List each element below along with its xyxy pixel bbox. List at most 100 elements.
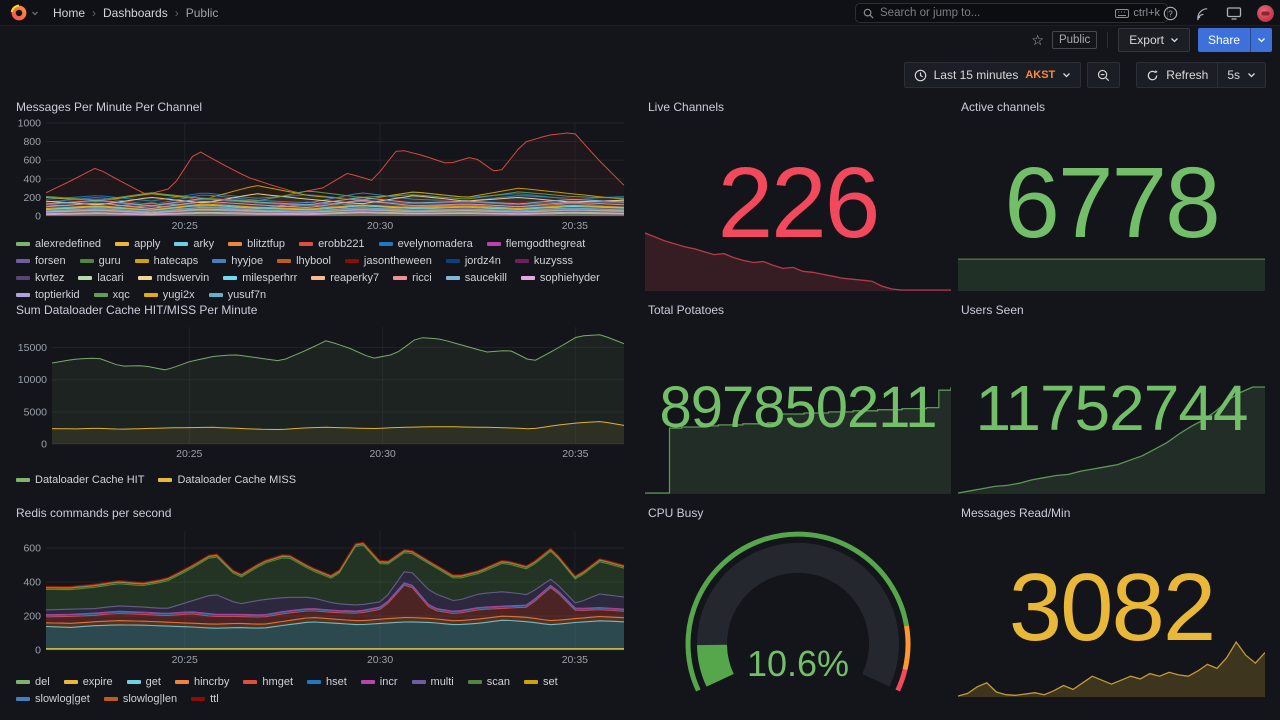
panel-title-active-channels[interactable]: Active channels: [961, 100, 1046, 114]
legend-item[interactable]: expire: [63, 676, 113, 688]
legend-item[interactable]: lacari: [78, 272, 124, 284]
panel-title-users-seen[interactable]: Users Seen: [961, 303, 1024, 317]
legend-item[interactable]: multi: [411, 676, 454, 688]
legend-item[interactable]: lhybool: [277, 255, 331, 267]
legend-item[interactable]: get: [126, 676, 161, 688]
legend-item[interactable]: reaperky7: [311, 272, 379, 284]
redis-chart[interactable]: 0 200 400 600 20:25 20:30 20:35: [16, 526, 628, 671]
panel-title-messages-read[interactable]: Messages Read/Min: [961, 506, 1071, 520]
legend-item[interactable]: yusuf7n: [208, 289, 266, 301]
total-potatoes-sparkline: [645, 386, 952, 499]
legend-swatch: [467, 680, 482, 684]
panel-title-redis[interactable]: Redis commands per second: [16, 506, 172, 520]
org-switcher-chevron-icon[interactable]: [31, 9, 39, 17]
visibility-badge: Public: [1051, 31, 1098, 49]
svg-text:?: ?: [1168, 9, 1173, 18]
legend-item[interactable]: Dataloader Cache MISS: [158, 474, 296, 486]
legend-item[interactable]: incr: [360, 676, 398, 688]
legend-item[interactable]: apply: [115, 238, 160, 250]
legend-item[interactable]: scan: [467, 676, 510, 688]
legend-item[interactable]: saucekill: [445, 272, 507, 284]
messages-chart[interactable]: 0 200 400 600 800 1000 20:25 20:30 20:35: [16, 118, 628, 237]
legend-swatch: [486, 242, 501, 246]
refresh-interval-button[interactable]: 5s: [1218, 62, 1266, 88]
legend-swatch: [378, 242, 393, 246]
legend-item[interactable]: hincrby: [174, 676, 229, 688]
legend-item[interactable]: ricci: [393, 272, 432, 284]
keyboard-icon: [1115, 8, 1130, 18]
refresh-icon: [1148, 69, 1158, 80]
monitor-icon[interactable]: [1225, 4, 1243, 22]
breadcrumb-dashboards[interactable]: Dashboards: [103, 5, 168, 20]
dashboard-toolbar: ☆ Public Export Share: [0, 27, 1280, 53]
legend-swatch: [360, 680, 375, 684]
legend-item[interactable]: hyyjoe: [212, 255, 263, 267]
legend-item[interactable]: arky: [174, 238, 214, 250]
dataloader-chart[interactable]: 0 5000 10000 15000 20:25 20:30 20:35: [16, 322, 628, 465]
help-icon[interactable]: ?: [1161, 4, 1179, 22]
legend-item[interactable]: guru: [79, 255, 121, 267]
legend-item[interactable]: set: [524, 676, 558, 688]
export-button[interactable]: Export: [1118, 28, 1190, 52]
svg-text:200: 200: [23, 192, 41, 204]
legend-item[interactable]: forsen: [16, 255, 66, 267]
legend-item[interactable]: flemgodthegreat: [486, 238, 585, 250]
zoom-out-time-button[interactable]: [1087, 62, 1121, 88]
legend-swatch: [344, 259, 359, 263]
news-icon[interactable]: [1193, 4, 1211, 22]
legend-item[interactable]: hset: [307, 676, 347, 688]
legend-swatch: [16, 697, 30, 701]
legend-item[interactable]: kuzysss: [514, 255, 573, 267]
legend-swatch: [299, 242, 314, 246]
legend-swatch: [514, 259, 529, 263]
panel-title-messages[interactable]: Messages Per Minute Per Channel: [16, 100, 203, 114]
legend-swatch: [79, 259, 94, 263]
legend-item[interactable]: evelynomadera: [378, 238, 473, 250]
legend-swatch: [115, 242, 130, 246]
share-menu-button[interactable]: [1250, 28, 1272, 52]
legend-item[interactable]: slowlog|len: [103, 693, 177, 705]
search-input[interactable]: [880, 7, 1116, 19]
legend-item[interactable]: yugi2x: [143, 289, 195, 301]
legend-item[interactable]: milesperhrr: [223, 272, 297, 284]
legend-swatch: [16, 293, 30, 297]
share-button[interactable]: Share: [1197, 28, 1250, 52]
legend-item[interactable]: hmget: [243, 676, 293, 688]
panel-title-live-channels[interactable]: Live Channels: [648, 100, 725, 114]
time-range-picker[interactable]: Last 15 minutes AKST: [903, 62, 1082, 88]
legend-item[interactable]: ttl: [191, 693, 219, 705]
panel-title-cpu-busy[interactable]: CPU Busy: [648, 506, 704, 520]
svg-text:10000: 10000: [18, 374, 47, 386]
legend-item[interactable]: toptierkid: [16, 289, 80, 301]
breadcrumb-home[interactable]: Home: [53, 5, 86, 20]
panel-title-total-potatoes[interactable]: Total Potatoes: [648, 303, 725, 317]
refresh-button[interactable]: Refresh: [1136, 62, 1219, 88]
legend-item[interactable]: slowlog|get: [16, 693, 90, 705]
star-icon[interactable]: ☆: [1031, 32, 1044, 48]
legend-item[interactable]: blitztfup: [228, 238, 285, 250]
legend-item[interactable]: sophiehyder: [520, 272, 600, 284]
legend-item[interactable]: jordz4n: [445, 255, 501, 267]
legend-item[interactable]: del: [16, 676, 50, 688]
legend-item[interactable]: kvrtez: [16, 272, 64, 284]
avatar[interactable]: [1257, 4, 1274, 22]
legend-item[interactable]: alexredefined: [16, 238, 101, 250]
legend-item[interactable]: hatecaps: [134, 255, 198, 267]
legend-swatch: [16, 259, 30, 263]
legend-swatch: [143, 293, 158, 297]
legend-swatch: [93, 293, 108, 297]
legend-item[interactable]: mdswervin: [137, 272, 209, 284]
total-potatoes-value: 897850211: [659, 375, 937, 440]
svg-text:400: 400: [23, 173, 41, 185]
search-box[interactable]: ctrl+k: [855, 3, 1168, 23]
messages-legend: alexredefined apply arky blitztfup erobb221 e…: [16, 238, 634, 301]
legend-swatch: [158, 478, 173, 482]
grafana-logo-icon[interactable]: [10, 4, 28, 22]
panel-title-dataloader[interactable]: Sum Dataloader Cache HIT/MISS Per Minute: [16, 303, 258, 317]
refresh-group: Refresh 5s: [1136, 62, 1266, 88]
legend-item[interactable]: jasontheween: [344, 255, 432, 267]
legend-item[interactable]: erobb221: [299, 238, 365, 250]
legend-item[interactable]: Dataloader Cache HIT: [16, 474, 144, 486]
legend-item[interactable]: xqc: [93, 289, 130, 301]
